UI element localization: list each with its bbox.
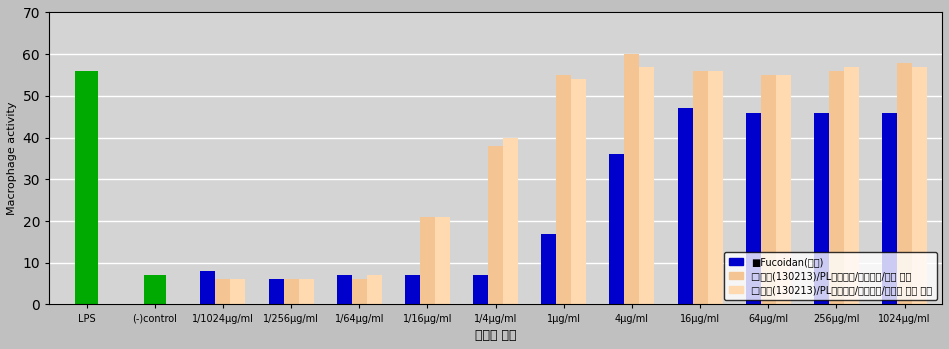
X-axis label: 고형분 농도: 고형분 농도 xyxy=(474,329,516,342)
Bar xyxy=(828,71,844,304)
Bar xyxy=(678,109,693,304)
Bar xyxy=(609,154,624,304)
Bar xyxy=(912,67,927,304)
Bar xyxy=(556,75,571,304)
Bar xyxy=(814,113,828,304)
Bar xyxy=(366,275,381,304)
Bar xyxy=(405,275,420,304)
Bar xyxy=(693,71,708,304)
Bar xyxy=(269,280,284,304)
Bar xyxy=(143,275,166,304)
Bar xyxy=(640,67,655,304)
Bar xyxy=(503,138,518,304)
Bar xyxy=(75,71,98,304)
Bar xyxy=(761,75,775,304)
Bar xyxy=(882,113,897,304)
Bar xyxy=(337,275,352,304)
Bar xyxy=(541,233,556,304)
Bar xyxy=(571,79,586,304)
Bar xyxy=(215,280,231,304)
Bar xyxy=(200,271,215,304)
Bar xyxy=(897,62,912,304)
Legend: ■Fucoidan(해원), □강황(130213)/PL균사발효/효소처리/건조 분말, □강황(130213)/PL균사발효/효소처리/열처리 건조 분말: ■Fucoidan(해원), □강황(130213)/PL균사발효/효소처리/건… xyxy=(724,252,938,299)
Bar xyxy=(474,275,488,304)
Bar xyxy=(844,67,859,304)
Bar xyxy=(488,146,503,304)
Bar xyxy=(420,217,435,304)
Bar xyxy=(775,75,791,304)
Bar xyxy=(284,280,299,304)
Bar xyxy=(352,280,366,304)
Bar xyxy=(624,54,640,304)
Bar xyxy=(231,280,246,304)
Bar xyxy=(435,217,450,304)
Bar xyxy=(299,280,313,304)
Y-axis label: Macrophage activity: Macrophage activity xyxy=(7,102,17,215)
Bar xyxy=(746,113,761,304)
Bar xyxy=(708,71,722,304)
